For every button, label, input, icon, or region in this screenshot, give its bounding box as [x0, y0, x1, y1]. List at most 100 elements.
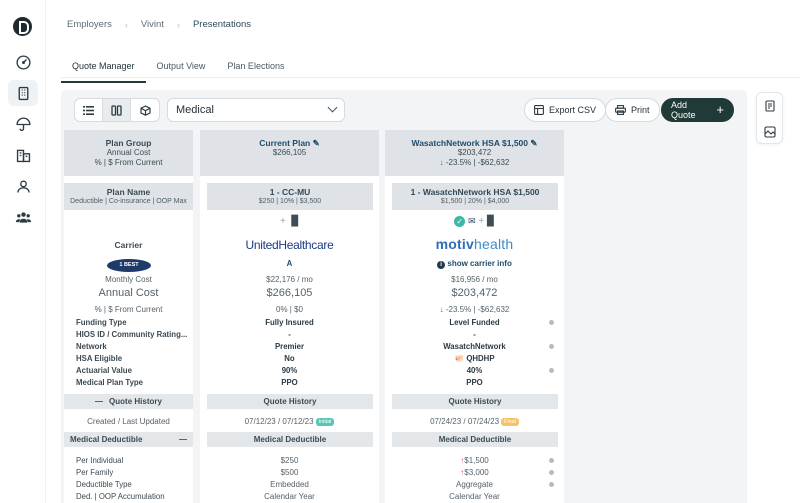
current-plan-name-header: 1 - CC-MU $250 | 10% | $3,500 [207, 183, 373, 210]
current-per-family: $500 [280, 468, 299, 477]
pct-from-current-label-2: % | $ From Current [94, 305, 163, 314]
plan-group-header: Plan Group Annual Cost % | $ From Curren… [64, 130, 193, 176]
print-button[interactable]: Print [605, 98, 660, 122]
current-deductible-type: Embedded [270, 480, 309, 489]
arrow-up-icon: ↑ [460, 456, 465, 465]
quote-plan-title[interactable]: WasatchNetwork HSA $1,500 ✎ [411, 138, 538, 148]
current-annual-big: $266,105 [266, 287, 313, 299]
quote-history-toggle[interactable]: — Quote History [64, 394, 193, 409]
show-carrier-info-link[interactable]: i show carrier info [385, 259, 564, 269]
breadcrumb-vivint[interactable]: Vivint [140, 19, 164, 30]
hios-id-label: HIOS ID / Community Rating... [76, 330, 188, 339]
medical-deductible-section[interactable]: Medical Deductible — [64, 432, 193, 447]
network-label: Network [76, 342, 107, 351]
quote-quote-history[interactable]: Quote History [392, 394, 558, 409]
app-logo[interactable] [13, 17, 32, 36]
carrier-logo: 1 BEST [107, 259, 151, 272]
breadcrumb-presentations[interactable]: Presentations [192, 19, 252, 30]
document-icon[interactable] [764, 100, 776, 112]
user-icon[interactable] [8, 173, 38, 199]
export-csv-button[interactable]: Export CSV [524, 98, 607, 122]
quote-plan-header: WasatchNetwork HSA $1,500 ✎ $203,472 ↓ -… [385, 130, 564, 176]
quote-medical-deductible[interactable]: Medical Deductible [392, 432, 558, 447]
quote-plan-name: 1 - WasatchNetwork HSA $1,500 [410, 187, 540, 197]
initial-badge: Initial [315, 418, 335, 426]
current-network: Premier [274, 342, 305, 351]
current-funding-type: Fully Insured [265, 318, 314, 327]
status-dot [549, 344, 554, 349]
current-plan-annual: $266,105 [272, 148, 307, 157]
employers-building-icon[interactable] [8, 80, 38, 106]
add-icon[interactable]: + [478, 216, 485, 227]
image-compare-icon[interactable] [764, 126, 776, 138]
add-quote-label: Add Quote [671, 100, 696, 120]
status-dot [549, 368, 554, 373]
add-quote-button[interactable]: Add Quote + [661, 98, 734, 122]
table-icon [534, 105, 544, 115]
info-icon: i [437, 261, 446, 269]
side-tools [756, 92, 783, 144]
cube-view-icon[interactable] [131, 99, 159, 121]
carriers-icon[interactable] [8, 142, 38, 168]
monthly-cost-label: Monthly Cost [105, 275, 152, 284]
document-icon[interactable]: ▉ [487, 216, 495, 227]
view-toggle [74, 98, 160, 122]
current-plan-header: Current Plan ✎ $266,105 [200, 130, 379, 176]
medical-deductible-label: Medical Deductible [70, 435, 143, 444]
mail-icon[interactable]: ✉ [468, 216, 476, 226]
current-plan-sub: $250 | 10% | $3,500 [258, 198, 322, 205]
team-icon[interactable] [8, 204, 38, 230]
plan-name-sub-label: Deductible | Co-insurance | OOP Max [70, 198, 187, 205]
add-icon[interactable]: + [279, 216, 286, 227]
quote-funding-type: Level Funded [449, 318, 500, 327]
current-quote-history[interactable]: Quote History [207, 394, 373, 409]
quote-plan-sub: $1,500 | 20% | $4,000 [440, 198, 510, 205]
status-dot [549, 482, 554, 487]
quote-plan-annual: $203,472 [457, 148, 492, 157]
quote-annual-big: $203,472 [451, 287, 498, 299]
plus-icon: + [716, 102, 724, 117]
current-monthly: $22,176 / mo [266, 275, 313, 284]
status-dot [549, 458, 554, 463]
quote-hios: - [473, 330, 476, 339]
list-view-icon[interactable] [75, 99, 103, 121]
quote-accumulation: Calendar Year [449, 492, 500, 501]
quote-plan-type: PPO [466, 378, 483, 387]
check-circle-icon[interactable]: ✓ [454, 216, 466, 227]
umbrella-icon[interactable] [8, 111, 38, 137]
dashboard-icon[interactable] [8, 49, 38, 75]
ded-oop-accumulation-label: Ded. | OOP Accumulation [76, 492, 165, 501]
benefit-type-select[interactable]: Medical [167, 98, 345, 122]
tabs-divider [61, 77, 800, 78]
columns-view-icon[interactable] [103, 99, 131, 121]
current-plan-actions: + ▉ [200, 216, 379, 227]
collapse-icon: — [179, 435, 187, 444]
current-actuarial: 90% [281, 366, 298, 375]
tab-plan-elections[interactable]: Plan Elections [227, 61, 285, 71]
edit-icon[interactable]: ✎ [312, 138, 320, 148]
actuarial-value-label: Actuarial Value [76, 366, 132, 375]
edit-icon[interactable]: ✎ [530, 138, 538, 148]
tab-output-view[interactable]: Output View [156, 61, 206, 71]
arrow-down-icon: ↓ [439, 305, 444, 314]
current-plan-title[interactable]: Current Plan ✎ [259, 138, 320, 148]
current-accumulation: Calendar Year [264, 492, 315, 501]
document-icon[interactable]: ▉ [291, 216, 300, 227]
current-dates: 07/12/23 / 07/12/23 Initial [200, 417, 379, 426]
current-hios: - [288, 330, 291, 339]
printer-icon [615, 105, 626, 115]
carrier-logo-uhc: UnitedHealthcare [245, 238, 334, 252]
quote-dates-value: 07/24/23 / 07/24/23 [430, 417, 500, 426]
funding-type-label: Funding Type [76, 318, 127, 327]
left-nav-rail [0, 0, 46, 503]
current-hsa: No [284, 354, 295, 363]
plan-name-label: Plan Name [106, 187, 151, 197]
pct-from-current-label: % | $ From Current [94, 158, 163, 167]
current-medical-deductible[interactable]: Medical Deductible [207, 432, 373, 447]
carrier-label: Carrier [114, 240, 143, 250]
quote-plan-name-header: 1 - WasatchNetwork HSA $1,500 $1,500 | 2… [392, 183, 558, 210]
tab-quote-manager[interactable]: Quote Manager [61, 56, 146, 83]
breadcrumb-employers[interactable]: Employers [67, 19, 112, 30]
deductible-type-label: Deductible Type [76, 480, 132, 489]
current-plan-name: 1 - CC-MU [269, 187, 311, 197]
